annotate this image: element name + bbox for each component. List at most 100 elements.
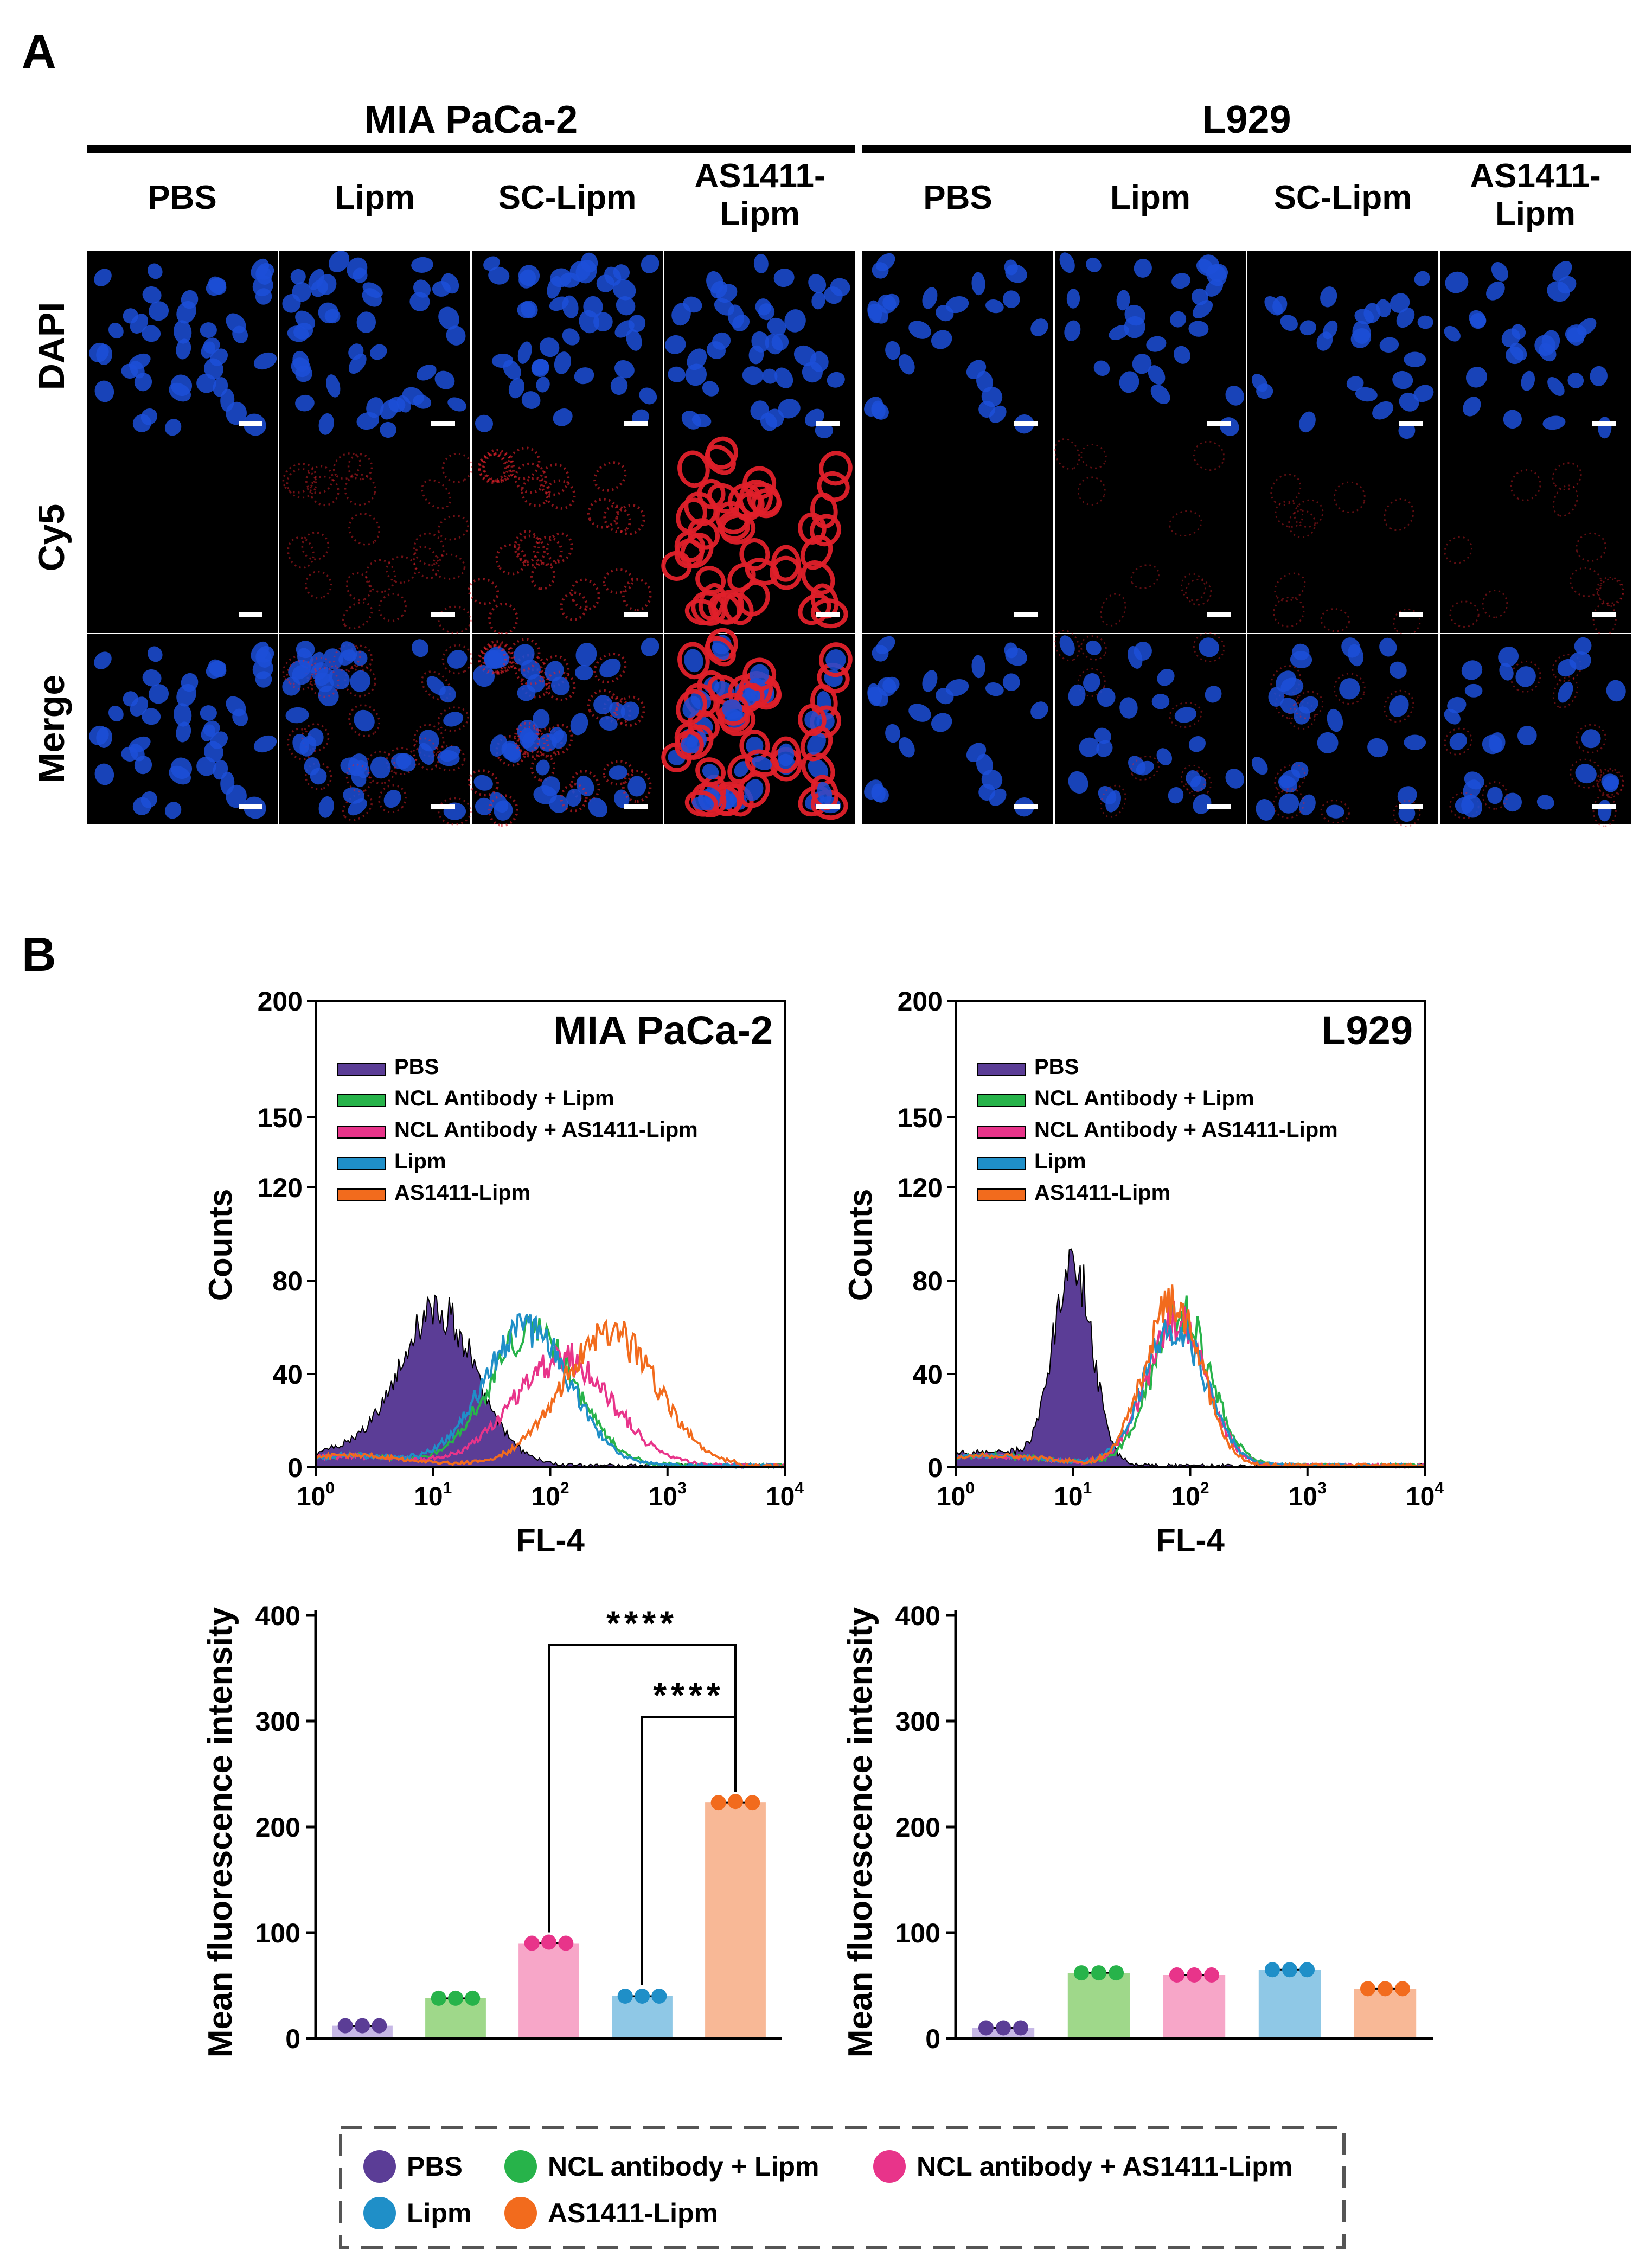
bar [1163, 1975, 1226, 2038]
row-label-dapi: DAPI [31, 302, 72, 390]
histogram-series [315, 1294, 785, 1468]
legend-label: Lipm [1034, 1149, 1086, 1173]
legend-marker [873, 2150, 906, 2183]
legend-label: PBS [1034, 1055, 1079, 1079]
data-point [558, 1935, 574, 1951]
y-tick-label: 150 [258, 1103, 303, 1133]
y-tick-label: 0 [927, 1453, 943, 1483]
micrograph-dapi [279, 251, 470, 442]
significance-label: **** [653, 1676, 725, 1715]
y-tick-label: 40 [912, 1359, 943, 1390]
group-label: AS1411-Lipm [1470, 157, 1600, 233]
y-tick-label: 300 [255, 1706, 300, 1737]
y-tick-label: 400 [255, 1601, 300, 1631]
data-point [1204, 1967, 1220, 1983]
micrograph-dapi [87, 251, 278, 442]
micrograph-cy5 [468, 442, 663, 636]
legend-label: AS1411-Lipm [548, 2198, 718, 2228]
legend-item: NCL antibody + AS1411-Lipm [873, 2150, 1292, 2183]
micrograph-cy5 [862, 442, 1053, 633]
micrograph-merge [661, 628, 855, 824]
x-tick-label: 104 [766, 1479, 804, 1511]
legend-item: PBS [363, 2150, 463, 2183]
legend-label: AS1411-Lipm [394, 1181, 530, 1205]
legend-marker [363, 2150, 396, 2183]
row-label-cy5: Cy5 [31, 504, 72, 572]
legend-swatch [337, 1126, 386, 1139]
chart-title: MIA PaCa-2 [554, 1008, 773, 1053]
data-point [1091, 1965, 1106, 1981]
data-point [635, 1989, 650, 2004]
group-label: Lipm [1110, 179, 1190, 216]
y-tick-label: 400 [895, 1601, 940, 1631]
group-label: SC-Lipm [498, 179, 637, 216]
micrograph-dapi [472, 251, 663, 442]
histogram-series [955, 1284, 1425, 1469]
panel-a-label: A [22, 24, 56, 78]
data-point [524, 1935, 540, 1951]
x-tick-label: 103 [1289, 1479, 1327, 1511]
x-tick-label: 101 [1054, 1479, 1092, 1511]
micrograph-merge [468, 634, 663, 827]
plot-frame [955, 1000, 1426, 1468]
legend-swatch [977, 1188, 1026, 1201]
y-axis-label: Mean fluorescence intensity [202, 1607, 239, 2057]
micrograph-merge [279, 634, 473, 826]
legend-swatch [337, 1063, 386, 1076]
x-tick-label: 100 [297, 1479, 335, 1511]
data-point [1187, 1967, 1202, 1983]
data-point [1378, 1981, 1393, 1997]
y-tick-label: 80 [272, 1266, 303, 1296]
panel-b-label: B [22, 928, 56, 981]
y-axis-label: Mean fluorescence intensity [842, 1607, 879, 2057]
y-tick-label: 200 [255, 1812, 300, 1843]
x-tick-label: 102 [531, 1479, 569, 1511]
data-point [651, 1989, 667, 2004]
legend-label: NCL Antibody + AS1411-Lipm [394, 1118, 698, 1142]
y-axis-label: Counts [842, 1189, 879, 1301]
y-tick-label: 150 [898, 1103, 943, 1133]
panel-b: B 0 40 80 120 150 200 100 101 102 103 104 FL-4 Count… [22, 928, 1444, 2249]
micrograph-cy5 [1054, 438, 1246, 633]
legend-label: NCL antibody + Lipm [548, 2151, 819, 2182]
micrograph-cy5 [87, 442, 278, 633]
histogram-series [315, 1319, 786, 1469]
micrograph-cy5 [1440, 442, 1631, 636]
legend-label: PBS [407, 2151, 463, 2182]
group-label: SC-Lipm [1274, 179, 1412, 216]
histogram-chart: 0 40 80 120 150 200 100 101 102 103 104 FL-4 Counts L… [842, 986, 1444, 1558]
micrograph-merge [862, 634, 1053, 824]
legend-label: Lipm [407, 2198, 471, 2228]
significance-label: **** [606, 1604, 678, 1643]
data-point [996, 2020, 1011, 2036]
legend-swatch [977, 1094, 1026, 1107]
micrograph-merge [87, 634, 278, 824]
bar-chart: 0 100 200 300 400 Mean fluorescence intensity [842, 1601, 1433, 2057]
x-tick-label: 101 [414, 1479, 452, 1511]
y-tick-label: 80 [912, 1266, 943, 1296]
bar [1258, 1970, 1321, 2038]
micrograph-merge [1247, 634, 1438, 827]
legend-label: NCL Antibody + Lipm [394, 1086, 614, 1110]
group-label: PBS [148, 179, 216, 216]
histogram-series [315, 1313, 785, 1469]
y-tick-label: 0 [287, 1453, 303, 1483]
data-point [465, 1990, 481, 2006]
y-tick-label: 0 [285, 2024, 300, 2054]
cell-line-bar [862, 145, 1631, 153]
legend-label: NCL antibody + AS1411-Lipm [917, 2151, 1292, 2182]
legend-label: AS1411-Lipm [1034, 1181, 1170, 1205]
group-label: AS1411-Lipm [694, 157, 825, 233]
x-axis-label: FL-4 [1156, 1522, 1225, 1558]
data-point [1264, 1962, 1280, 1978]
data-point [1360, 1981, 1375, 1997]
legend-label: Lipm [394, 1149, 446, 1173]
micrograph-cy5 [661, 436, 855, 633]
micrograph-dapi [1055, 251, 1246, 442]
bar [1067, 1973, 1130, 2038]
y-tick-label: 100 [895, 1918, 940, 1948]
row-label-merge: Merge [31, 675, 72, 783]
group-label: Lipm [335, 179, 415, 216]
data-point [448, 1990, 463, 2006]
data-point [1169, 1967, 1184, 1983]
